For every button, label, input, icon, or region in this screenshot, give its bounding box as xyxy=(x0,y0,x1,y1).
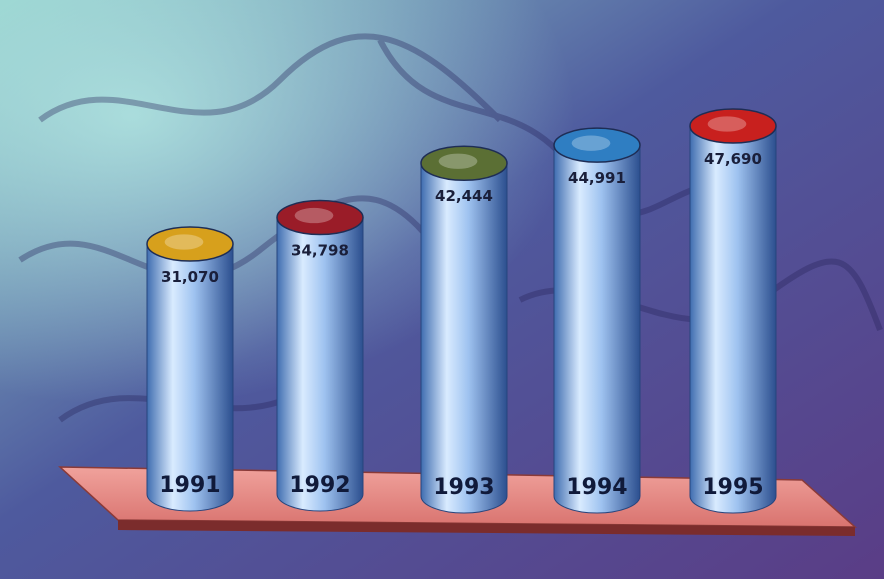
bar-top-1995 xyxy=(689,108,777,144)
category-label-1991: 1991 xyxy=(159,473,220,498)
value-label-1992: 34,798 xyxy=(291,242,349,260)
bars: 31,070 1991 34,798 1992 42,444 1993 44,991 1994… xyxy=(146,108,777,514)
category-label-1993: 1993 xyxy=(433,475,494,500)
bar-top-highlight-1992 xyxy=(294,207,334,224)
bar-1995: 47,690 1995 xyxy=(689,108,777,514)
bar-top-1993 xyxy=(420,145,508,181)
platform-front xyxy=(118,520,855,536)
bar-top-1992 xyxy=(276,199,364,236)
bar-1994: 44,991 1994 xyxy=(553,127,641,514)
bar-top-highlight-1994 xyxy=(571,135,611,151)
value-label-1995: 47,690 xyxy=(704,150,762,168)
bar-top-highlight-1993 xyxy=(438,153,478,169)
value-label-1991: 31,070 xyxy=(161,268,219,286)
value-label-1993: 42,444 xyxy=(435,187,493,205)
bar-top-highlight-1995 xyxy=(707,116,747,132)
bar-body-1995 xyxy=(689,125,777,514)
bar-body-1991 xyxy=(146,243,234,512)
bar-body-1994 xyxy=(553,144,641,514)
bar-1993: 42,444 1993 xyxy=(420,145,508,514)
bar-top-1991 xyxy=(146,226,234,262)
bar-1991: 31,070 1991 xyxy=(146,226,234,512)
bar-1992: 34,798 1992 xyxy=(276,199,364,512)
category-label-1994: 1994 xyxy=(566,475,627,500)
bar-top-1994 xyxy=(553,127,641,163)
bar-body-1992 xyxy=(276,217,364,512)
value-label-1994: 44,991 xyxy=(568,169,626,187)
category-label-1992: 1992 xyxy=(289,473,350,498)
bar-body-1993 xyxy=(420,162,508,514)
bar-top-highlight-1991 xyxy=(164,234,204,250)
category-label-1995: 1995 xyxy=(702,475,763,500)
